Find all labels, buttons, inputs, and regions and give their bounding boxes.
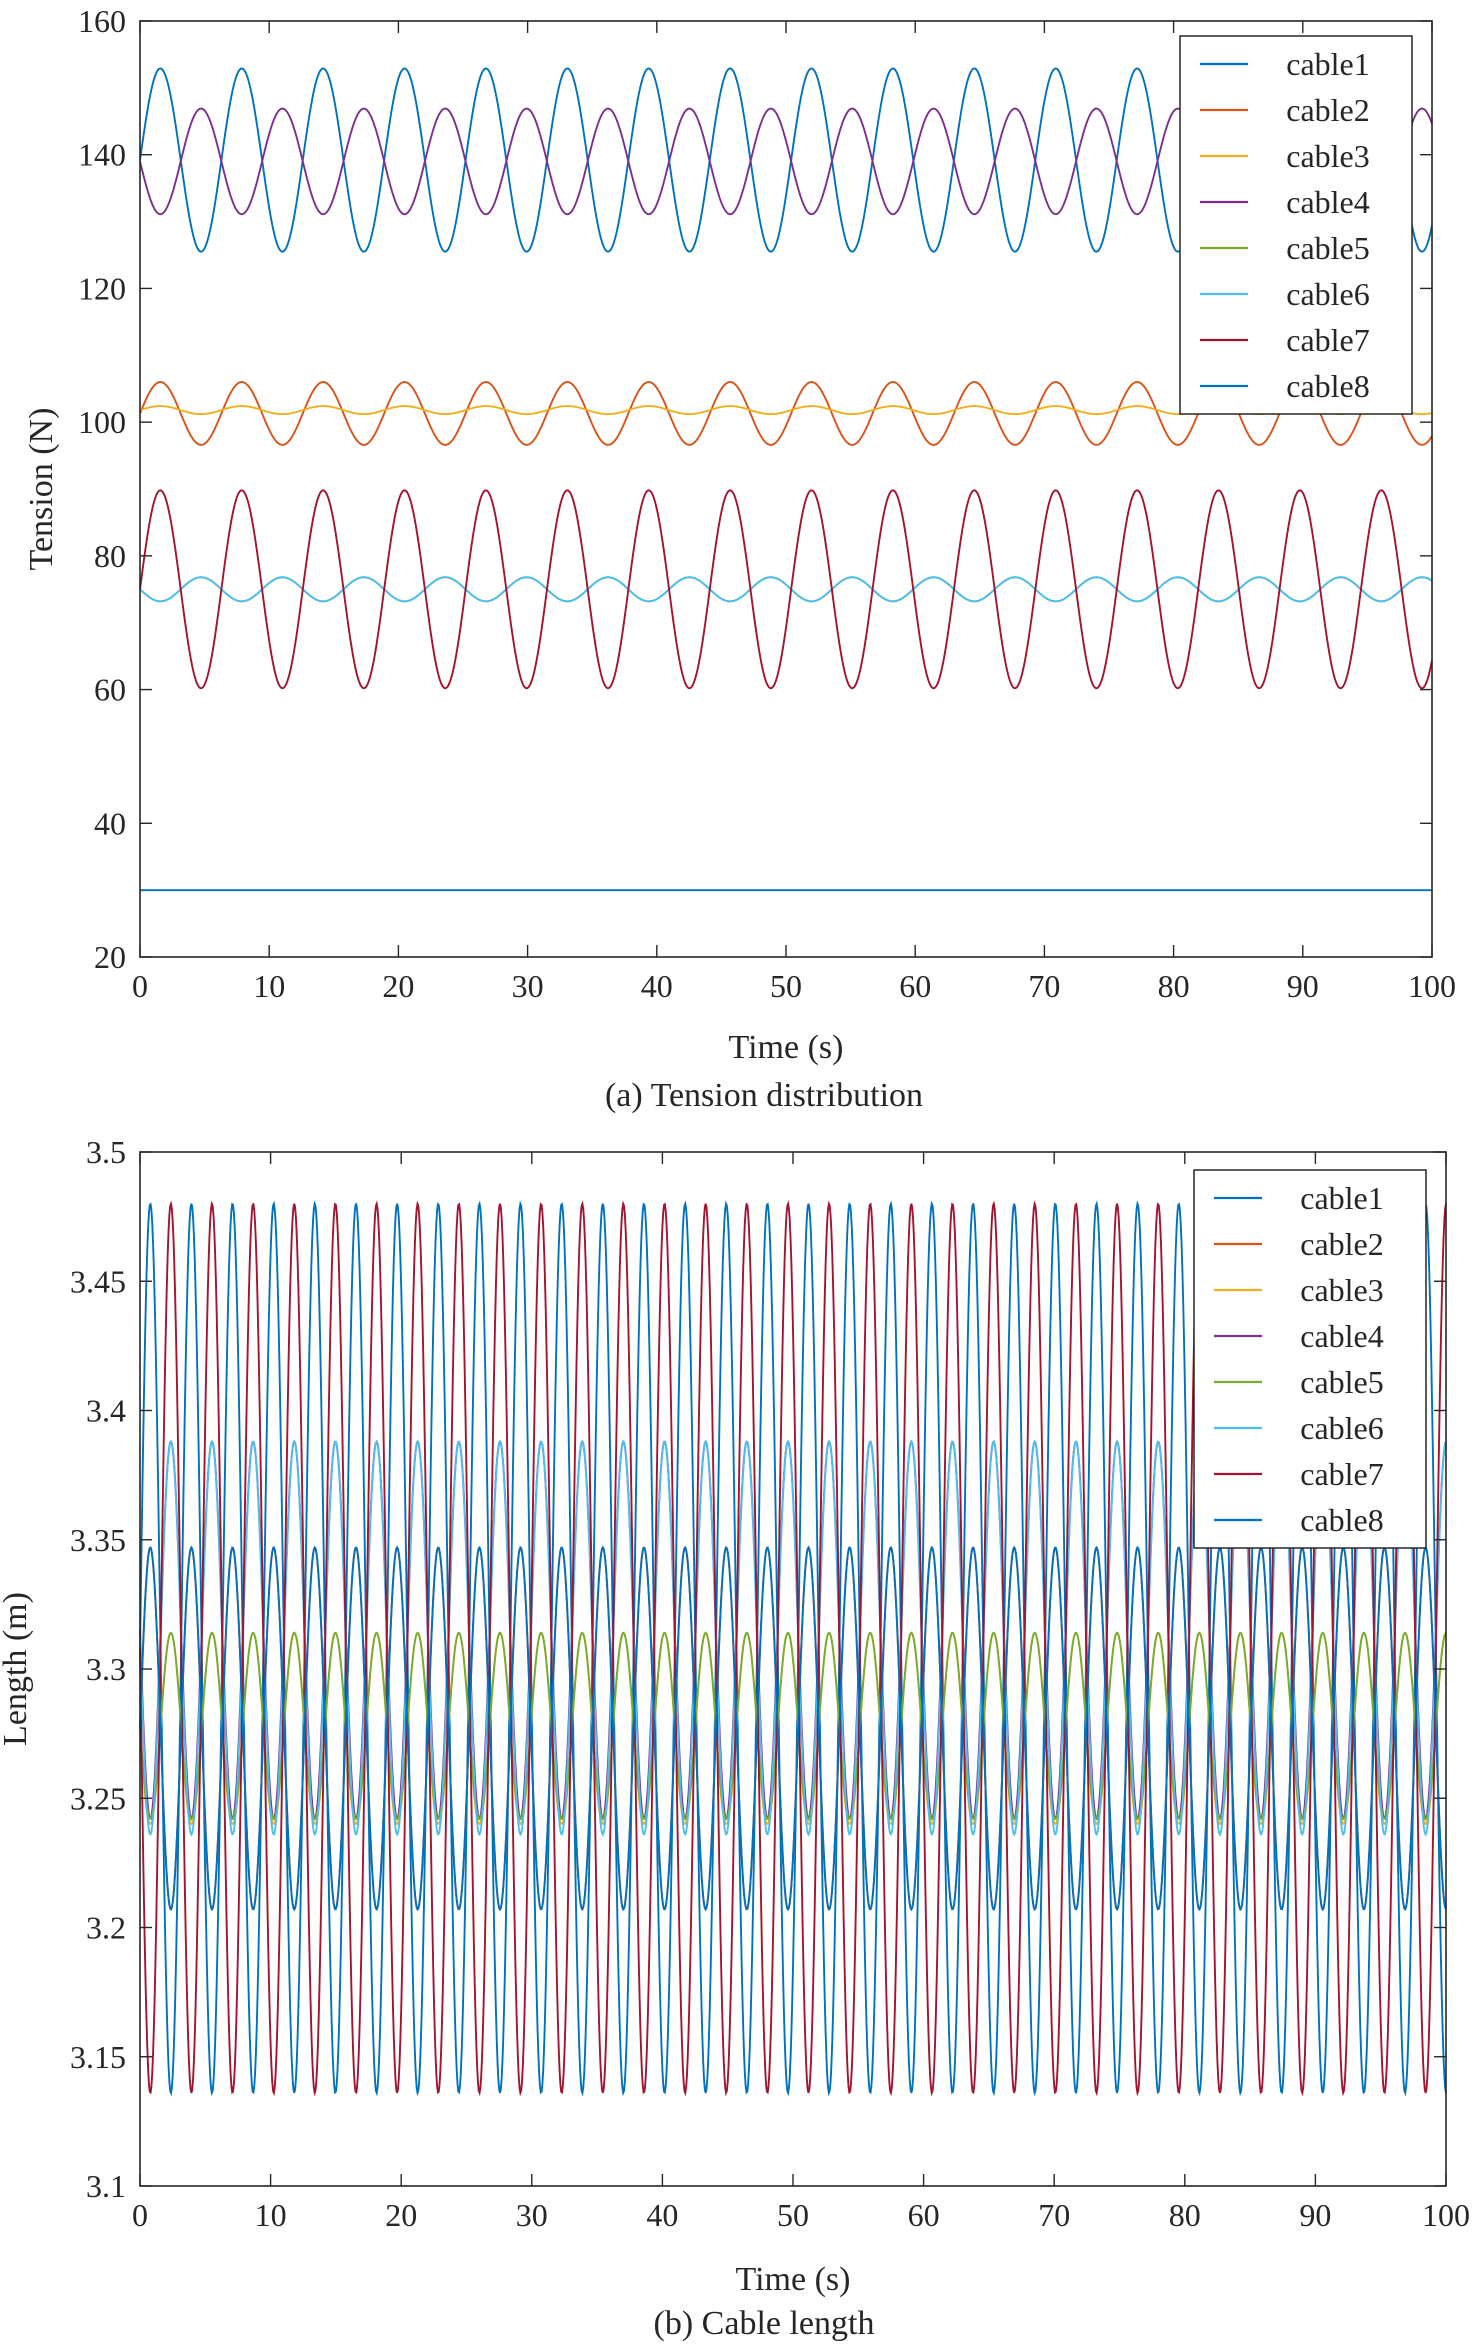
tension-xtick-label: 60 [899, 968, 931, 1004]
tension-xtick-label: 100 [1408, 968, 1456, 1004]
tension-xtick-label: 20 [382, 968, 414, 1004]
tension-xtick-label: 90 [1287, 968, 1319, 1004]
length-ytick-label: 3.45 [70, 1263, 126, 1299]
length-xtick-label: 30 [516, 2197, 548, 2233]
tension-series-cable7 [139, 489, 1433, 690]
length-ytick-label: 3.3 [86, 1651, 126, 1687]
length-xtick-label: 80 [1169, 2197, 1201, 2233]
tension-caption: (a) Tension distribution [605, 1077, 923, 1114]
length-legend: cable1 cable2 cable3 cable4 cable5 cable6 cabl… [1193, 1169, 1427, 1549]
tension-legend-label-cable7: cable7 [1286, 322, 1370, 358]
tension-xtick-label: 80 [1158, 968, 1190, 1004]
length-ytick-label: 3.35 [70, 1522, 126, 1558]
tension-legend: cable1 cable2 cable3 cable4 cable5 cable6 cabl… [1179, 35, 1413, 415]
length-legend-box [1193, 1169, 1427, 1549]
length-series-cable8 [139, 1545, 1447, 1912]
tension-xtick-label: 70 [1028, 968, 1060, 1004]
length-ytick-label: 3.15 [70, 2039, 126, 2075]
tension-ytick-label: 20 [94, 939, 126, 975]
tension-ytick-label: 140 [78, 137, 126, 173]
tension-series-cable6 [139, 576, 1433, 603]
tension-legend-label-cable5: cable5 [1286, 230, 1370, 266]
length-legend-label-cable8: cable8 [1300, 1502, 1384, 1538]
length-ytick-label: 3.5 [86, 1134, 126, 1170]
length-xtick-label: 50 [777, 2197, 809, 2233]
length-caption: (b) Cable length [654, 2305, 875, 2342]
tension-ylabel: Tension (N) [23, 408, 60, 571]
tension-xtick-label: 30 [512, 968, 544, 1004]
tension-lines [139, 67, 1433, 892]
length-xtick-label: 60 [908, 2197, 940, 2233]
tension-ytick-label: 40 [94, 805, 126, 841]
tension-xtick-label: 0 [132, 968, 148, 1004]
length-xtick-label: 100 [1422, 2197, 1470, 2233]
length-xtick-label: 0 [132, 2197, 148, 2233]
tension-xtick-label: 50 [770, 968, 802, 1004]
length-xtick-label: 20 [385, 2197, 417, 2233]
length-ytick-label: 3.25 [70, 1780, 126, 1816]
tension-legend-label-cable3: cable3 [1286, 138, 1370, 174]
tension-legend-label-cable4: cable4 [1286, 184, 1370, 220]
tension-legend-label-cable8: cable8 [1286, 368, 1370, 404]
length-legend-label-cable4: cable4 [1300, 1318, 1384, 1354]
tension-ytick-label: 100 [78, 404, 126, 440]
length-xtick-label: 40 [646, 2197, 678, 2233]
tension-ytick-label: 160 [78, 3, 126, 39]
tension-ytick-label: 60 [94, 672, 126, 708]
tension-legend-label-cable2: cable2 [1286, 92, 1370, 128]
length-legend-label-cable1: cable1 [1300, 1180, 1384, 1216]
length-legend-label-cable3: cable3 [1300, 1272, 1384, 1308]
tension-legend-label-cable1: cable1 [1286, 46, 1370, 82]
length-legend-label-cable7: cable7 [1300, 1456, 1384, 1492]
length-ytick-label: 3.2 [86, 1910, 126, 1946]
tension-chart: 0 10 20 30 40 50 60 70 80 90 100 20 40 60 80 100 120 140 1… [23, 3, 1456, 1114]
length-legend-label-cable5: cable5 [1300, 1364, 1384, 1400]
length-xlabel: Time (s) [736, 2261, 851, 2298]
tension-xtick-label: 40 [641, 968, 673, 1004]
length-xtick-label: 70 [1038, 2197, 1070, 2233]
length-legend-label-cable6: cable6 [1300, 1410, 1384, 1446]
length-lines [139, 1200, 1447, 2097]
length-legend-label-cable2: cable2 [1300, 1226, 1384, 1262]
length-ylabel: Length (m) [0, 1592, 34, 1746]
length-ytick-label: 3.4 [86, 1393, 126, 1429]
length-xtick-label: 90 [1299, 2197, 1331, 2233]
length-xtick-label: 10 [255, 2197, 287, 2233]
tension-ticks: 0 10 20 30 40 50 60 70 80 90 100 20 40 60 80 100 120 140 1… [78, 3, 1456, 1004]
tension-legend-box [1179, 35, 1413, 415]
tension-legend-label-cable6: cable6 [1286, 276, 1370, 312]
length-chart: 0 10 20 30 40 50 60 70 80 90 100 3.1 3.15 3.2 3.25 3.3 3… [0, 1134, 1470, 2342]
length-series-cable7 [139, 1200, 1447, 2097]
tension-ytick-label: 120 [78, 270, 126, 306]
tension-xtick-label: 10 [253, 968, 285, 1004]
length-ytick-label: 3.1 [86, 2168, 126, 2204]
tension-xlabel: Time (s) [729, 1029, 844, 1066]
length-ticks: 0 10 20 30 40 50 60 70 80 90 100 3.1 3.15 3.2 3.25 3.3 3… [70, 1134, 1470, 2233]
tension-ytick-label: 80 [94, 538, 126, 574]
